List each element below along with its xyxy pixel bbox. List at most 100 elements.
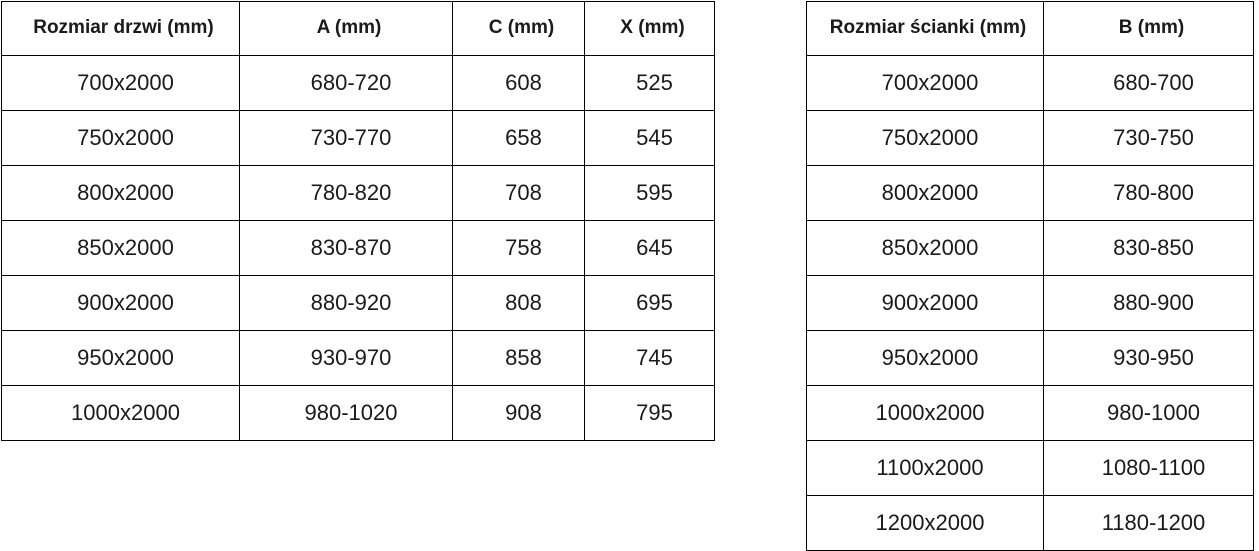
cell-value: 1000x2000 xyxy=(71,399,180,425)
cell-value: 850x2000 xyxy=(77,234,174,260)
cell-value: 700x2000 xyxy=(77,69,174,95)
doors-table-header: Rozmiar drzwi (mm) A (mm) C (mm) X (mm) xyxy=(1,1,715,56)
cell-wall-size: 1200x2000 xyxy=(806,495,1044,551)
cell-value: 658 xyxy=(505,124,542,150)
cell-value: 800x2000 xyxy=(77,179,174,205)
cell-value: 908 xyxy=(505,399,542,425)
column-header-wall-size: Rozmiar ścianki (mm) xyxy=(806,1,1044,56)
column-header-x: X (mm) xyxy=(584,1,715,56)
cell-a: 980-1020 xyxy=(239,385,453,441)
table-row: 700x2000 680-700 xyxy=(806,55,1254,111)
cell-x: 695 xyxy=(584,275,715,331)
column-header-label: B (mm) xyxy=(1118,17,1185,39)
cell-a: 730-770 xyxy=(239,110,453,166)
cell-value: 708 xyxy=(505,179,542,205)
cell-value: 808 xyxy=(505,289,542,315)
table-header-row: Rozmiar ścianki (mm) B (mm) xyxy=(806,1,1254,56)
cell-value: 780-820 xyxy=(310,179,392,205)
cell-wall-size: 900x2000 xyxy=(806,275,1044,331)
cell-value: 800x2000 xyxy=(881,179,979,205)
cell-value: 680-720 xyxy=(310,69,392,95)
cell-wall-size: 1000x2000 xyxy=(806,385,1044,441)
table-row: 900x2000 880-920 808 695 xyxy=(1,275,715,331)
cell-a: 780-820 xyxy=(239,165,453,221)
table-row: 1100x2000 1080-1100 xyxy=(806,440,1254,496)
cell-b: 1180-1200 xyxy=(1043,495,1254,551)
cell-door-size: 800x2000 xyxy=(1,165,240,221)
cell-value: 858 xyxy=(505,344,542,370)
cell-a: 930-970 xyxy=(239,330,453,386)
cell-value: 730-770 xyxy=(310,124,392,150)
cell-value: 880-920 xyxy=(310,289,392,315)
cell-wall-size: 750x2000 xyxy=(806,110,1044,166)
cell-value: 950x2000 xyxy=(77,344,174,370)
column-header-label: Rozmiar drzwi (mm) xyxy=(33,17,214,39)
cell-a: 680-720 xyxy=(239,55,453,111)
table-row: 800x2000 780-820 708 595 xyxy=(1,165,715,221)
cell-wall-size: 800x2000 xyxy=(806,165,1044,221)
cell-value: 595 xyxy=(636,179,673,205)
table-row: 950x2000 930-950 xyxy=(806,330,1254,386)
table-row: 850x2000 830-850 xyxy=(806,220,1254,276)
cell-c: 858 xyxy=(452,330,585,386)
cell-c: 608 xyxy=(452,55,585,111)
cell-value: 1200x2000 xyxy=(875,509,985,535)
wall-table-header: Rozmiar ścianki (mm) B (mm) xyxy=(806,1,1254,56)
cell-a: 880-920 xyxy=(239,275,453,331)
cell-value: 608 xyxy=(505,69,542,95)
table-header-row: Rozmiar drzwi (mm) A (mm) C (mm) X (mm) xyxy=(1,1,715,56)
cell-value: 930-970 xyxy=(310,344,392,370)
cell-value: 695 xyxy=(636,289,673,315)
table-row: 750x2000 730-770 658 545 xyxy=(1,110,715,166)
cell-b: 780-800 xyxy=(1043,165,1254,221)
cell-c: 908 xyxy=(452,385,585,441)
cell-value: 750x2000 xyxy=(77,124,174,150)
cell-value: 745 xyxy=(636,344,673,370)
cell-value: 1080-1100 xyxy=(1101,454,1206,480)
cell-value: 830-870 xyxy=(310,234,392,260)
cell-value: 525 xyxy=(636,69,673,95)
cell-b: 1080-1100 xyxy=(1043,440,1254,496)
wall-dimension-table: Rozmiar ścianki (mm) B (mm) 700x2000 680… xyxy=(806,1,1254,551)
column-header-c: C (mm) xyxy=(452,1,585,56)
cell-value: 850x2000 xyxy=(881,234,979,260)
cell-b: 680-700 xyxy=(1043,55,1254,111)
cell-x: 795 xyxy=(584,385,715,441)
cell-value: 700x2000 xyxy=(881,69,979,95)
cell-b: 830-850 xyxy=(1043,220,1254,276)
cell-wall-size: 850x2000 xyxy=(806,220,1044,276)
column-header-label: A (mm) xyxy=(316,17,382,39)
cell-value: 900x2000 xyxy=(77,289,174,315)
cell-value: 680-700 xyxy=(1113,69,1194,95)
cell-value: 1180-1200 xyxy=(1101,509,1206,535)
cell-value: 1100x2000 xyxy=(876,454,984,480)
table-row: 750x2000 730-750 xyxy=(806,110,1254,166)
cell-b: 880-900 xyxy=(1043,275,1254,331)
cell-value: 750x2000 xyxy=(881,124,979,150)
cell-c: 658 xyxy=(452,110,585,166)
cell-value: 795 xyxy=(636,399,673,425)
column-header-door-size: Rozmiar drzwi (mm) xyxy=(1,1,240,56)
cell-value: 758 xyxy=(505,234,542,260)
cell-x: 745 xyxy=(584,330,715,386)
cell-wall-size: 700x2000 xyxy=(806,55,1044,111)
column-header-label: X (mm) xyxy=(620,17,685,39)
cell-value: 1000x2000 xyxy=(875,399,985,425)
table-row: 1200x2000 1180-1200 xyxy=(806,495,1254,551)
cell-door-size: 900x2000 xyxy=(1,275,240,331)
column-header-label: C (mm) xyxy=(488,17,555,39)
cell-b: 730-750 xyxy=(1043,110,1254,166)
table-row: 700x2000 680-720 608 525 xyxy=(1,55,715,111)
cell-wall-size: 950x2000 xyxy=(806,330,1044,386)
table-row: 1000x2000 980-1020 908 795 xyxy=(1,385,715,441)
cell-c: 808 xyxy=(452,275,585,331)
cell-door-size: 750x2000 xyxy=(1,110,240,166)
table-row: 950x2000 930-970 858 745 xyxy=(1,330,715,386)
cell-value: 880-900 xyxy=(1113,289,1194,315)
doors-table-body: 700x2000 680-720 608 525 750x2000 730-77… xyxy=(1,55,715,441)
table-row: 900x2000 880-900 xyxy=(806,275,1254,331)
cell-b: 930-950 xyxy=(1043,330,1254,386)
cell-value: 730-750 xyxy=(1113,124,1194,150)
cell-door-size: 1000x2000 xyxy=(1,385,240,441)
table-row: 850x2000 830-870 758 645 xyxy=(1,220,715,276)
